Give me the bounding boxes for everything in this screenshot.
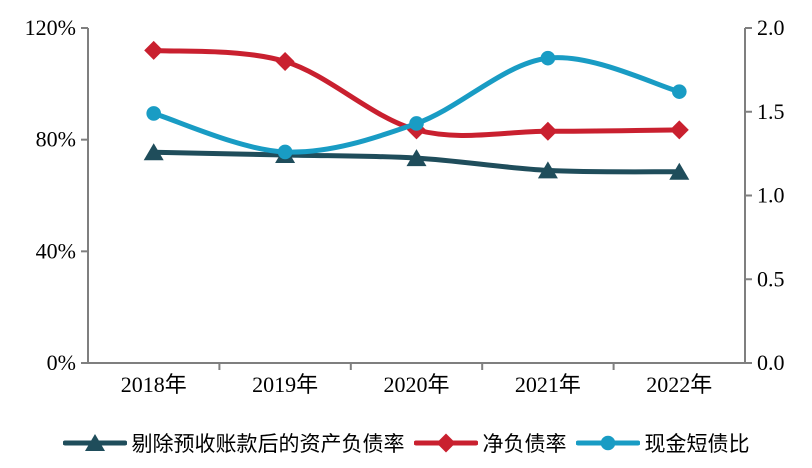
legend-item-cash-short-debt-ratio: 现金短债比 bbox=[575, 428, 750, 458]
legend-label: 现金短债比 bbox=[644, 432, 750, 456]
triangle-series-icon bbox=[62, 432, 127, 454]
right-axis-tick-label: 0.5 bbox=[757, 266, 785, 291]
triangle-marker bbox=[537, 161, 558, 179]
triangle-marker bbox=[143, 143, 164, 161]
diamond-series-icon bbox=[413, 432, 478, 454]
legend-label: 剔除预收账款后的资产负债率 bbox=[131, 432, 405, 456]
right-axis-tick-label: 2.0 bbox=[757, 15, 785, 40]
left-axis-tick-label: 0% bbox=[47, 350, 76, 375]
circle-marker bbox=[146, 106, 161, 121]
right-axis-tick-label: 1.0 bbox=[757, 183, 785, 208]
series-2 bbox=[146, 50, 687, 160]
circle-marker bbox=[540, 50, 556, 66]
legend-label: 净负债率 bbox=[482, 432, 567, 456]
circle-legend-glyph bbox=[575, 435, 640, 451]
x-axis-category-label: 2021年 bbox=[515, 372, 581, 397]
axes bbox=[81, 27, 752, 370]
right-axis-tick-label: 1.5 bbox=[757, 99, 785, 124]
diamond-marker bbox=[538, 121, 558, 141]
left-axis-tick-label: 80% bbox=[36, 127, 76, 152]
x-axis-category-label: 2018年 bbox=[121, 372, 187, 397]
circle-marker bbox=[672, 84, 687, 99]
triangle-legend-glyph bbox=[62, 434, 127, 451]
circle-marker bbox=[409, 116, 424, 131]
series-lines bbox=[143, 40, 690, 180]
circle-marker bbox=[277, 144, 293, 160]
left-axis-tick-label: 40% bbox=[36, 238, 76, 263]
diamond-marker bbox=[144, 40, 164, 60]
series-0 bbox=[143, 143, 690, 180]
triangle-marker bbox=[669, 162, 690, 180]
x-axis-category-label: 2019年 bbox=[252, 372, 318, 397]
x-axis-category-label: 2022年 bbox=[646, 372, 712, 397]
axis-tick-labels: 0% 40% 80% 120% 0.0 0.5 1.0 1.5 2.0 2018年 2019年 202… bbox=[25, 15, 785, 397]
x-axis-category-label: 2020年 bbox=[383, 372, 449, 397]
legend-marker bbox=[600, 435, 615, 451]
diamond-marker bbox=[275, 52, 295, 71]
legend-marker bbox=[84, 434, 105, 451]
left-axis-tick-label: 120% bbox=[25, 15, 76, 40]
legend: 剔除预收账款后的资产负债率 净负债率 现金短债比 bbox=[0, 428, 812, 458]
legend-item-net-debt-ratio: 净负债率 bbox=[413, 428, 567, 458]
legend-marker bbox=[436, 433, 455, 453]
diamond-marker bbox=[669, 120, 689, 140]
diamond-legend-glyph bbox=[413, 433, 478, 453]
legend-item-asset-liability-ratio: 剔除预收账款后的资产负债率 bbox=[62, 428, 405, 458]
circle-series-icon bbox=[575, 432, 640, 454]
right-axis-tick-label: 0.0 bbox=[757, 350, 785, 375]
triangle-marker bbox=[406, 149, 427, 167]
